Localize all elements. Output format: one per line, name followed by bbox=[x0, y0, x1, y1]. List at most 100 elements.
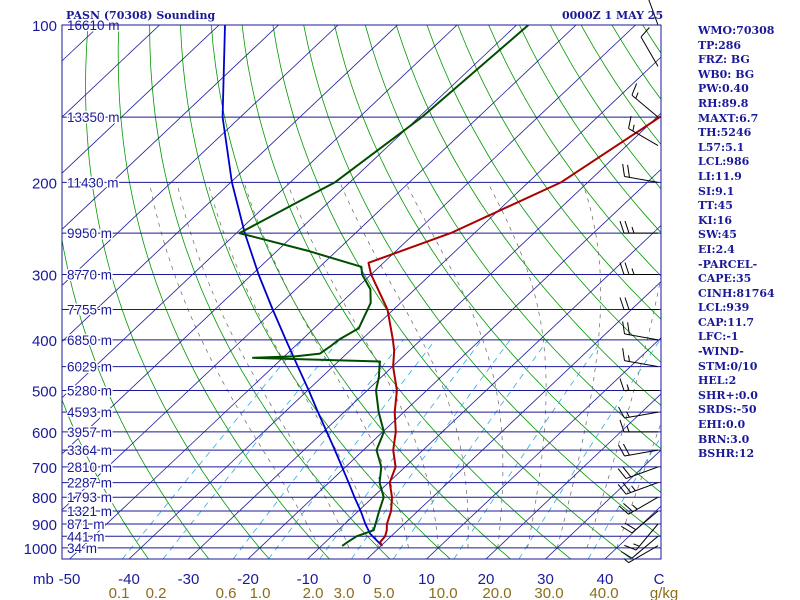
index-line: EHI:0.0 bbox=[698, 418, 746, 432]
wind-barb-flag bbox=[622, 482, 632, 493]
dry-adiabat bbox=[334, 25, 661, 494]
isotherm bbox=[62, 25, 160, 118]
wind-barb bbox=[648, 0, 659, 26]
index-line: FRZ: BG bbox=[698, 53, 750, 67]
wind-barb-staff bbox=[624, 411, 659, 419]
index-line: CINH:81764 bbox=[698, 286, 775, 300]
pressure-tick-label: 800 bbox=[32, 490, 57, 507]
wind-barb-flag bbox=[622, 163, 626, 177]
index-line: STM:0/10 bbox=[698, 359, 758, 373]
isotherm bbox=[62, 25, 220, 174]
wind-barb bbox=[640, 27, 659, 67]
mixing-ratio-label: 30.0 bbox=[534, 585, 563, 600]
pressure-tick-label: 100 bbox=[32, 18, 57, 35]
temperature-tick-label: -20 bbox=[237, 571, 259, 588]
mixing-ratio-label: 20.0 bbox=[482, 585, 511, 600]
height-label: 2810 m bbox=[67, 460, 112, 475]
mixing-ratio-label: 0.6 bbox=[216, 585, 237, 600]
index-line: WB0: BG bbox=[698, 67, 755, 81]
wind-barb-flag bbox=[619, 220, 625, 234]
height-label: 1321 m bbox=[67, 504, 112, 519]
wind-barb bbox=[622, 321, 659, 341]
temperature-unit-label: C bbox=[654, 571, 665, 588]
height-label: 3957 m bbox=[67, 425, 112, 440]
wind-barb bbox=[631, 83, 659, 118]
isotherm bbox=[545, 449, 661, 559]
height-label: 871 m bbox=[67, 517, 105, 532]
wind-barb bbox=[620, 535, 659, 559]
pressure-unit-label: mb bbox=[33, 571, 54, 588]
wind-barb bbox=[622, 348, 659, 368]
wind-barb-flag bbox=[619, 419, 625, 433]
wind-barb-flag bbox=[618, 406, 625, 419]
mixing-ratio-label: 40.0 bbox=[589, 585, 618, 600]
moist-adiabat bbox=[149, 182, 320, 549]
dry-adiabat bbox=[62, 398, 149, 559]
wind-barb-staff bbox=[631, 510, 659, 534]
wind-barb-flag bbox=[640, 27, 650, 38]
index-line: MAXT:6.7 bbox=[698, 111, 759, 125]
wind-barb-half-flag bbox=[631, 485, 636, 492]
dry-adiabat bbox=[241, 25, 572, 559]
temperature-tick-label: 30 bbox=[537, 571, 554, 588]
wind-barb-staff bbox=[624, 176, 659, 183]
mixing-ratio-label: 0.1 bbox=[109, 585, 130, 600]
wind-barb bbox=[617, 466, 659, 480]
isotherm bbox=[366, 281, 661, 559]
index-line: L57:5.1 bbox=[698, 140, 745, 154]
wind-barb-staff bbox=[628, 128, 659, 146]
wind-barb-staff bbox=[648, 0, 659, 26]
indices-panel: WMO:70308 TP:286 FRZ: BG WB0: BG PW:0.40 RH:8… bbox=[698, 24, 798, 462]
index-line: PW:0.40 bbox=[698, 82, 749, 96]
index-line: SHR+:0.0 bbox=[698, 388, 758, 402]
wind-barb-flag bbox=[618, 444, 625, 457]
dry-adiabat bbox=[488, 25, 661, 277]
wind-barb-flag bbox=[631, 83, 638, 96]
wind-barb-flag bbox=[618, 505, 629, 515]
dry-adiabat bbox=[85, 25, 270, 559]
wind-barb bbox=[619, 419, 658, 433]
wind-barb bbox=[620, 510, 659, 534]
mixing-ratio-line bbox=[351, 339, 511, 559]
chart-background-lines bbox=[62, 25, 661, 559]
height-label: 3364 m bbox=[67, 443, 112, 458]
temperature-tick-label: 0 bbox=[363, 571, 371, 588]
dry-adiabat bbox=[426, 25, 661, 363]
pressure-tick-label: 700 bbox=[32, 460, 57, 477]
height-label: 5280 m bbox=[67, 384, 112, 399]
pressure-tick-label: 900 bbox=[32, 517, 57, 534]
wind-barb-staff bbox=[624, 333, 659, 341]
wind-barb-half-flag bbox=[631, 268, 635, 275]
height-label: 8770 m bbox=[67, 267, 112, 282]
wind-barb bbox=[619, 297, 658, 311]
index-line: BRN:3.0 bbox=[698, 432, 750, 446]
wind-barb-flag bbox=[620, 525, 633, 534]
height-label: 34 m bbox=[67, 541, 97, 556]
wind-barb-flag bbox=[624, 220, 630, 234]
wind-barb-staff bbox=[628, 496, 659, 515]
isotherm bbox=[128, 56, 661, 559]
mixing-ratio-label: 3.0 bbox=[334, 585, 355, 600]
plot-frame bbox=[61, 24, 662, 560]
mixing-ratio-unit-label: g/kg bbox=[650, 585, 678, 600]
mixing-ratio-line bbox=[162, 339, 340, 559]
mixing-ratio-label: 5.0 bbox=[374, 585, 395, 600]
wind-barb-flag bbox=[624, 297, 630, 310]
wind-barb-staff bbox=[624, 449, 659, 457]
index-line: -PARCEL- bbox=[698, 257, 758, 271]
wind-barb-half-flag bbox=[633, 543, 640, 547]
wind-barb-half-flag bbox=[632, 124, 635, 132]
temperature-trace bbox=[367, 115, 661, 547]
height-label: 9950 m bbox=[67, 226, 112, 241]
height-label: 13350 m bbox=[67, 110, 120, 125]
moist-adiabat bbox=[339, 182, 469, 548]
wind-barb bbox=[619, 378, 658, 392]
temperature-tick-label: -50 bbox=[59, 571, 81, 588]
wind-barb-flag bbox=[628, 116, 632, 129]
wind-barb-half-flag bbox=[626, 384, 630, 391]
wind-barb bbox=[618, 496, 659, 515]
wind-barbs bbox=[617, 0, 659, 564]
wind-barb-flag bbox=[619, 378, 625, 391]
index-line: BSHR:12 bbox=[698, 447, 755, 461]
